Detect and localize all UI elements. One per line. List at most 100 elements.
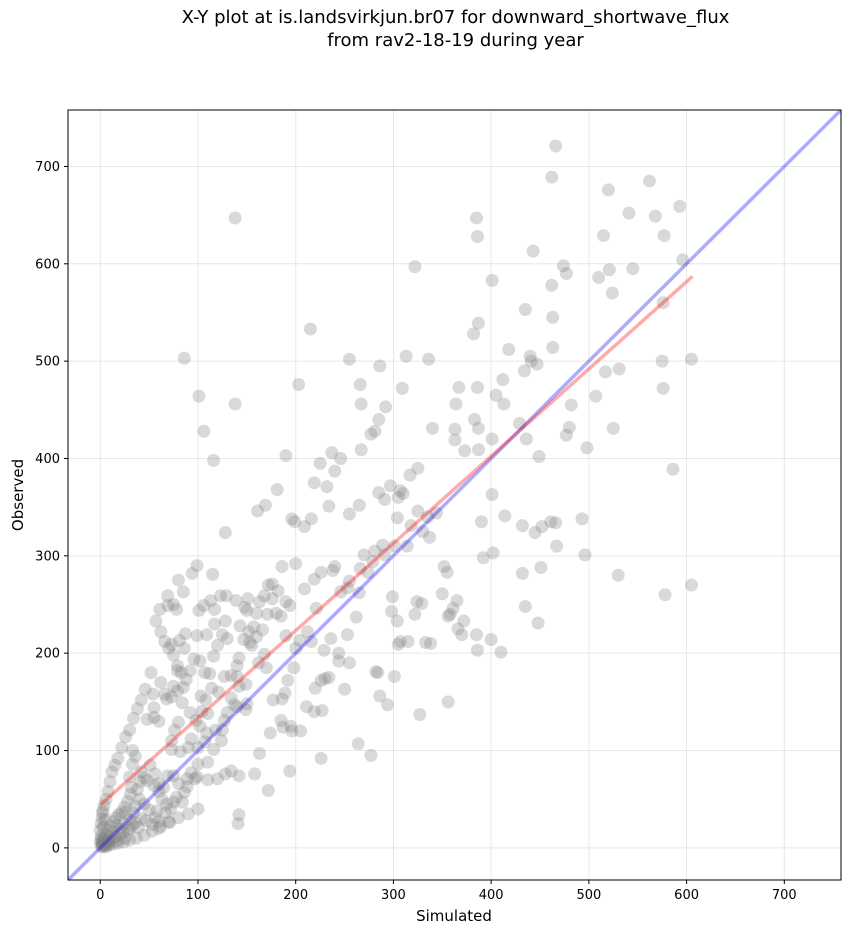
data-point bbox=[143, 758, 157, 772]
data-point bbox=[518, 303, 532, 317]
data-point bbox=[102, 838, 116, 852]
data-point bbox=[368, 544, 382, 558]
data-point bbox=[201, 707, 215, 721]
data-point bbox=[167, 598, 181, 612]
data-point bbox=[188, 772, 202, 786]
data-point bbox=[372, 486, 386, 500]
data-point bbox=[105, 765, 119, 779]
x-tick-label: 200 bbox=[283, 888, 308, 903]
data-point bbox=[165, 743, 179, 757]
data-point bbox=[134, 765, 148, 779]
data-point bbox=[168, 723, 182, 737]
data-point bbox=[385, 590, 399, 604]
data-point bbox=[245, 638, 259, 652]
data-point bbox=[219, 589, 233, 603]
data-point bbox=[95, 806, 109, 820]
data-point bbox=[294, 724, 308, 738]
data-point bbox=[307, 476, 321, 490]
data-point bbox=[128, 799, 142, 813]
x-tick-label: 100 bbox=[186, 888, 211, 903]
chart-title: X-Y plot at is.landsvirkjun.br07 for dow… bbox=[0, 6, 851, 52]
data-point bbox=[485, 488, 499, 502]
data-point bbox=[415, 597, 429, 611]
data-point bbox=[175, 696, 189, 710]
data-point bbox=[387, 539, 401, 553]
data-point bbox=[476, 551, 490, 565]
data-point bbox=[104, 819, 118, 833]
data-point bbox=[147, 779, 161, 793]
data-point bbox=[184, 766, 198, 780]
data-point bbox=[411, 461, 425, 475]
data-point bbox=[304, 635, 318, 649]
grid bbox=[68, 110, 841, 880]
data-point bbox=[498, 509, 512, 523]
data-point bbox=[237, 633, 251, 647]
data-point bbox=[193, 654, 207, 668]
data-point bbox=[276, 720, 290, 734]
data-point bbox=[123, 833, 137, 847]
data-point bbox=[148, 811, 162, 825]
data-point bbox=[419, 635, 433, 649]
data-point bbox=[165, 637, 179, 651]
data-point bbox=[145, 824, 159, 838]
data-point bbox=[373, 359, 387, 373]
data-point bbox=[489, 388, 503, 402]
data-point bbox=[114, 822, 128, 836]
data-point bbox=[281, 673, 295, 687]
data-point bbox=[260, 607, 274, 621]
data-point bbox=[601, 183, 615, 197]
data-point bbox=[98, 813, 112, 827]
data-point bbox=[592, 270, 606, 284]
data-point bbox=[257, 647, 271, 661]
data-point bbox=[279, 629, 293, 643]
data-point bbox=[303, 322, 317, 336]
data-point bbox=[524, 354, 538, 368]
data-point bbox=[390, 614, 404, 628]
y-tick-label: 300 bbox=[35, 549, 60, 564]
data-point bbox=[203, 667, 217, 681]
data-point bbox=[218, 767, 232, 781]
y-tick-label: 500 bbox=[35, 355, 60, 370]
data-point bbox=[145, 818, 159, 832]
data-point bbox=[372, 413, 386, 427]
data-point bbox=[103, 775, 117, 789]
data-point bbox=[190, 770, 204, 784]
x-tick-label: 400 bbox=[479, 888, 504, 903]
identity-line bbox=[68, 110, 841, 880]
data-point bbox=[213, 589, 227, 603]
data-point bbox=[112, 808, 126, 822]
data-point bbox=[218, 525, 232, 539]
data-point bbox=[261, 783, 275, 797]
data-point bbox=[163, 816, 177, 830]
y-tick-label: 700 bbox=[35, 160, 60, 175]
data-point bbox=[486, 546, 500, 560]
data-point bbox=[597, 229, 611, 243]
data-point bbox=[304, 512, 318, 526]
data-point bbox=[177, 351, 191, 365]
data-point bbox=[449, 397, 463, 411]
data-point bbox=[93, 823, 107, 837]
data-point bbox=[217, 713, 231, 727]
data-point bbox=[471, 421, 485, 435]
data-point bbox=[309, 601, 323, 615]
data-point bbox=[578, 548, 592, 562]
data-point bbox=[369, 665, 383, 679]
data-point bbox=[470, 380, 484, 394]
y-tick-label: 0 bbox=[52, 841, 60, 856]
data-point bbox=[408, 260, 422, 274]
data-point bbox=[549, 516, 563, 530]
data-point bbox=[106, 837, 120, 851]
data-point bbox=[130, 782, 144, 796]
data-point bbox=[153, 602, 167, 616]
data-point bbox=[140, 774, 154, 788]
data-point bbox=[152, 777, 166, 791]
data-point bbox=[255, 623, 269, 637]
data-point bbox=[98, 836, 112, 850]
data-point bbox=[248, 767, 262, 781]
data-point bbox=[247, 620, 261, 634]
data-point bbox=[171, 573, 185, 587]
data-point bbox=[602, 263, 616, 277]
data-point bbox=[170, 684, 184, 698]
data-point bbox=[285, 512, 299, 526]
data-point bbox=[149, 614, 163, 628]
